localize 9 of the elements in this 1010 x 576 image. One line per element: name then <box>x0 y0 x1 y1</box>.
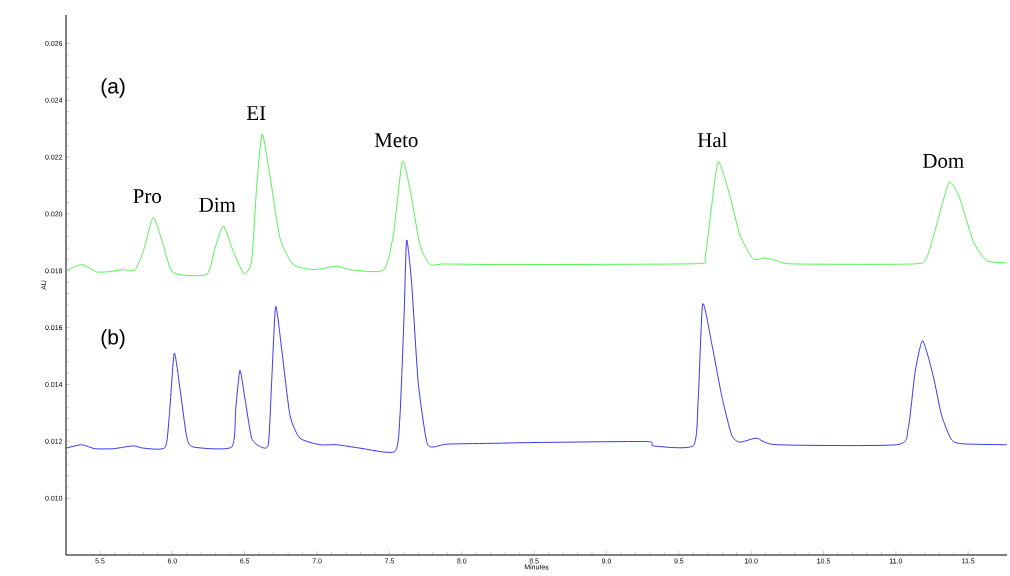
annotation: (b) <box>101 329 125 349</box>
annotation: (a) <box>101 78 125 98</box>
annotation: EI <box>246 106 266 120</box>
annotation: Meto <box>374 133 418 148</box>
annotation: Dim <box>199 197 236 212</box>
annotation: Hal <box>697 132 728 148</box>
line-series <box>66 239 1008 453</box>
annotation: Dom <box>922 154 964 168</box>
annotation: Pro <box>133 189 161 204</box>
